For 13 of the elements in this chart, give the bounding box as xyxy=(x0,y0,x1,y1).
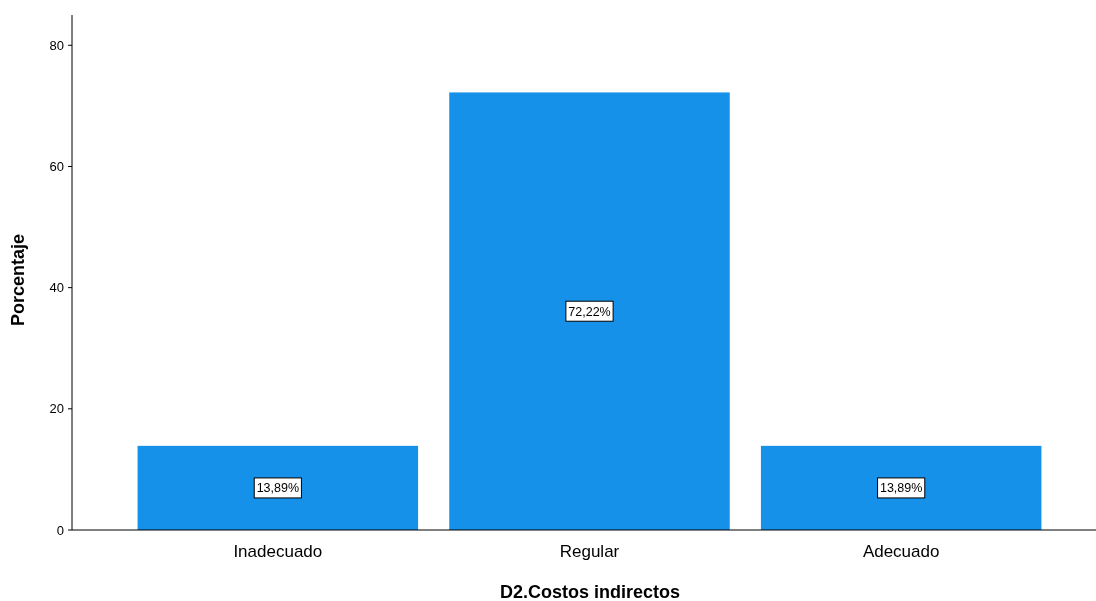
y-tick-label: 60 xyxy=(49,158,64,174)
y-tick-label: 0 xyxy=(56,522,64,538)
data-label: 72,22% xyxy=(568,304,611,319)
x-tick-label: Regular xyxy=(559,542,620,561)
y-tick-label: 20 xyxy=(49,401,64,417)
x-tick-label: Adecuado xyxy=(862,542,940,561)
y-tick-label: 40 xyxy=(49,280,64,296)
x-axis-title: D2.Costos indirectos xyxy=(499,582,681,601)
x-tick-label: Inadecuado xyxy=(233,542,323,561)
data-label: 13,89% xyxy=(256,481,300,496)
y-axis-title: Porcentaje xyxy=(8,233,28,327)
data-label: 13,89% xyxy=(879,481,923,496)
y-tick-label: 80 xyxy=(49,37,64,53)
